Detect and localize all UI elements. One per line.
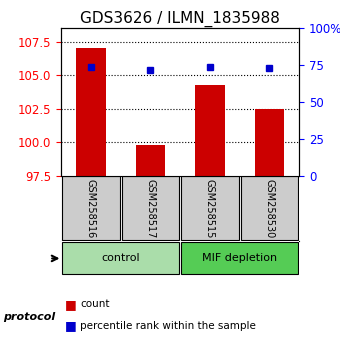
FancyBboxPatch shape — [182, 177, 239, 240]
Text: count: count — [80, 299, 109, 309]
Text: protocol: protocol — [3, 312, 56, 322]
Bar — [195, 85, 225, 176]
Bar — [255, 109, 284, 176]
FancyBboxPatch shape — [62, 177, 120, 240]
Text: percentile rank within the sample: percentile rank within the sample — [80, 321, 256, 331]
Text: MIF depletion: MIF depletion — [202, 253, 277, 263]
Bar — [76, 48, 106, 176]
FancyBboxPatch shape — [182, 242, 298, 274]
Title: GDS3626 / ILMN_1835988: GDS3626 / ILMN_1835988 — [80, 11, 280, 27]
Text: GSM258515: GSM258515 — [205, 178, 215, 238]
FancyBboxPatch shape — [62, 242, 179, 274]
Text: ■: ■ — [65, 319, 76, 332]
Text: GSM258530: GSM258530 — [265, 179, 274, 238]
Text: GSM258517: GSM258517 — [146, 178, 155, 238]
FancyBboxPatch shape — [122, 177, 179, 240]
Bar — [136, 145, 165, 176]
FancyBboxPatch shape — [241, 177, 298, 240]
Text: ■: ■ — [65, 298, 76, 311]
Text: GSM258516: GSM258516 — [86, 179, 96, 238]
Text: control: control — [101, 253, 140, 263]
